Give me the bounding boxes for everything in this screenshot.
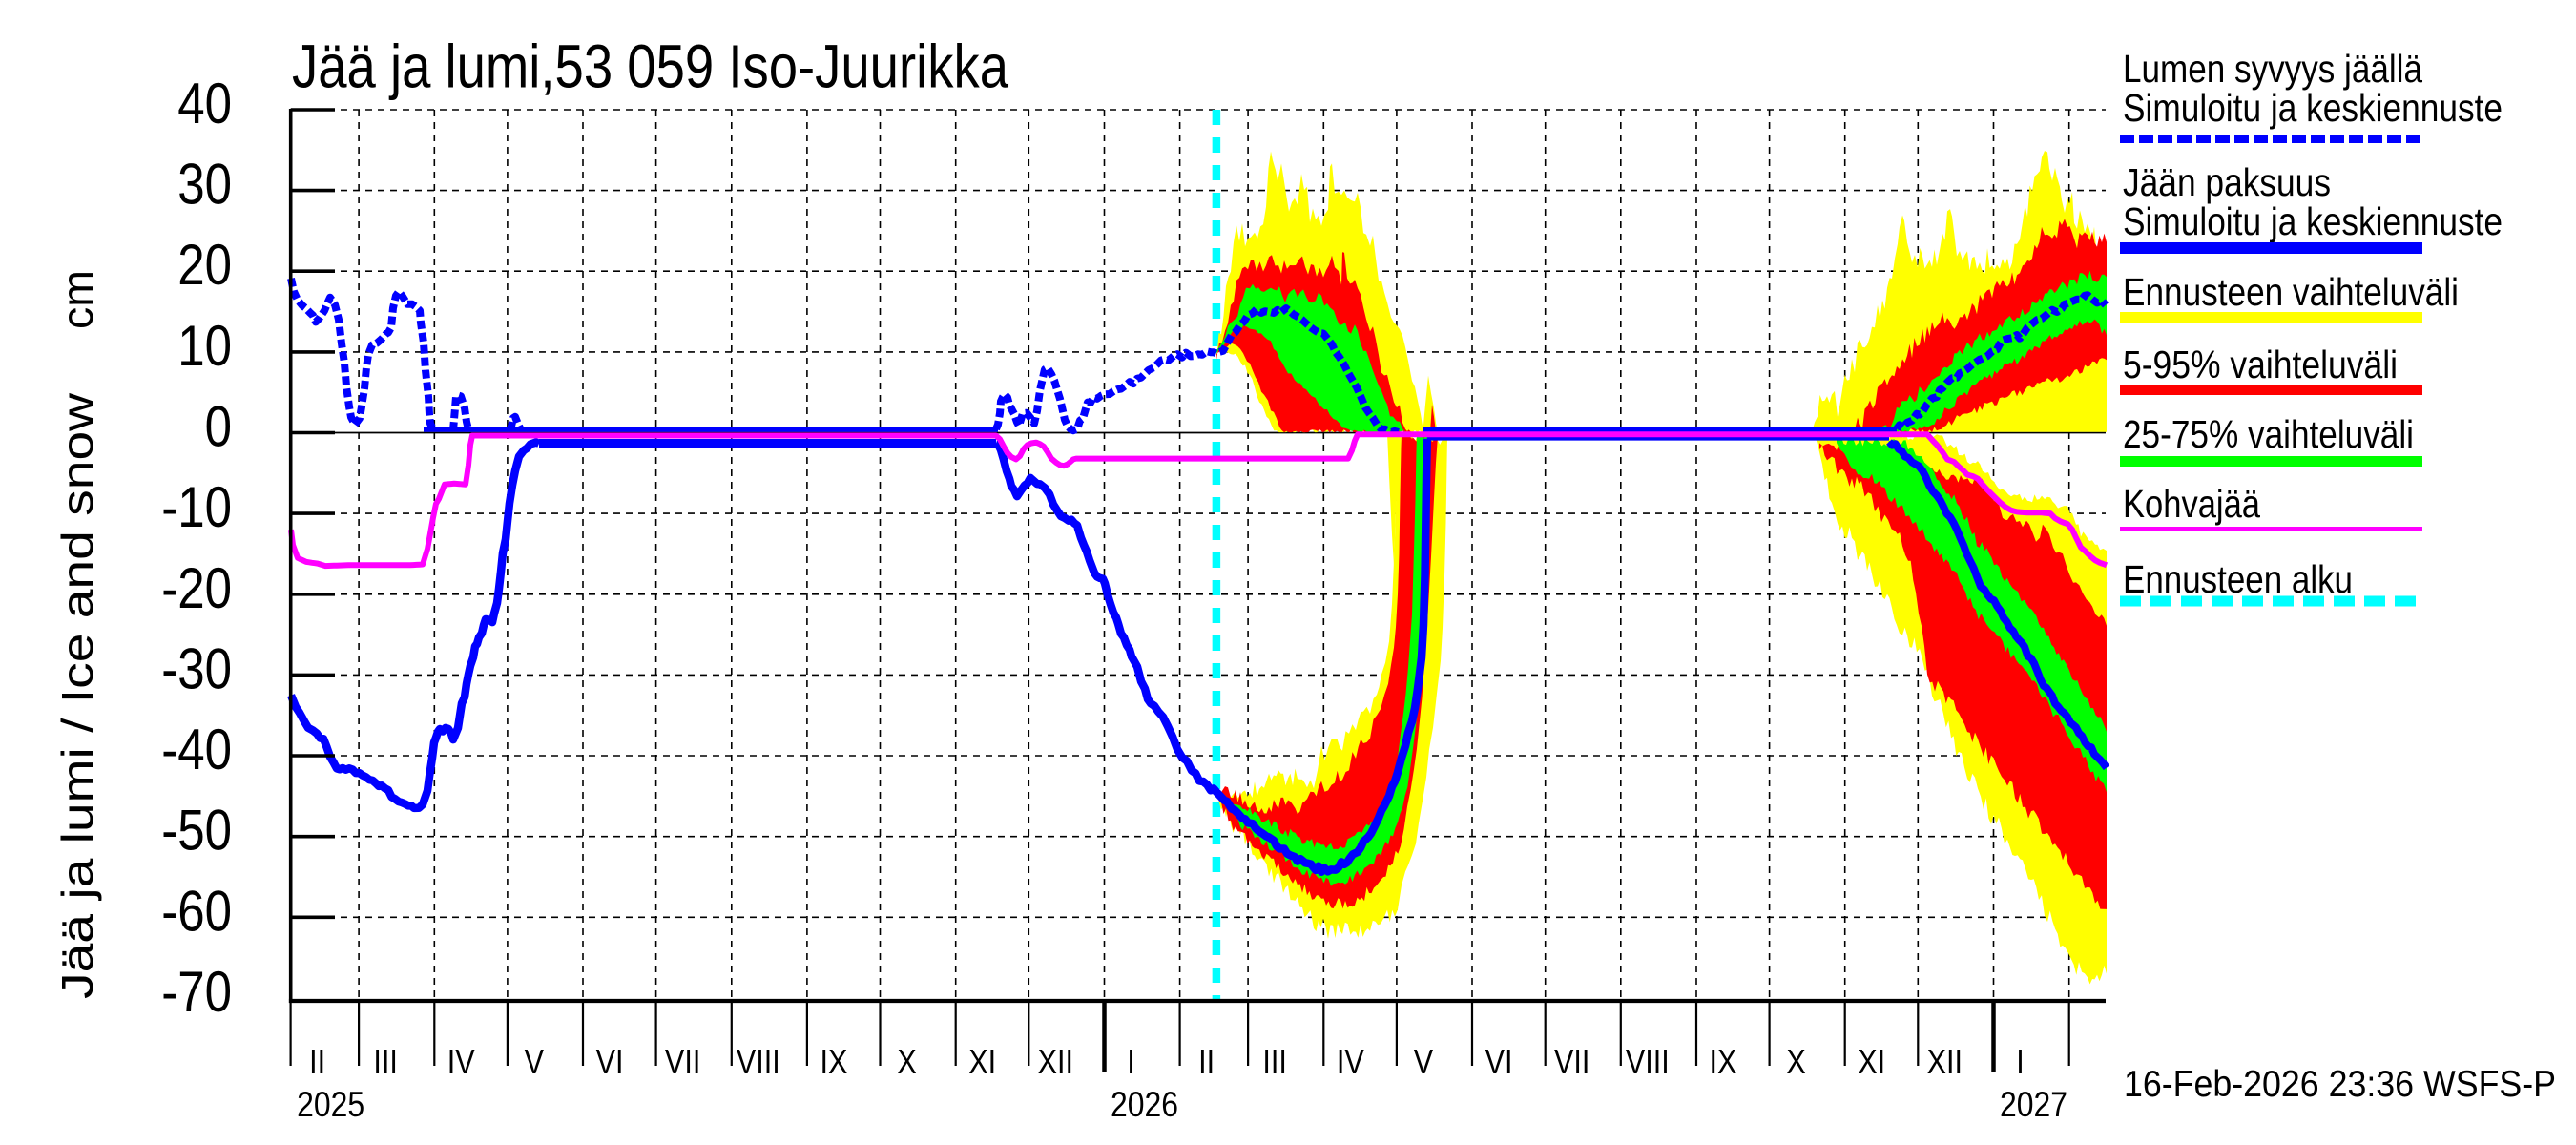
svg-text:I: I: [2016, 1042, 2025, 1081]
svg-text:2027: 2027: [2000, 1084, 2067, 1124]
svg-text:-20: -20: [161, 556, 232, 620]
svg-text:IX: IX: [1710, 1042, 1737, 1081]
svg-text:XI: XI: [968, 1042, 996, 1081]
svg-text:10: 10: [177, 314, 232, 378]
svg-text:Kohvajää: Kohvajää: [2123, 482, 2260, 526]
svg-text:2025: 2025: [297, 1084, 364, 1124]
svg-text:Ennusteen vaihteluväli: Ennusteen vaihteluväli: [2123, 270, 2459, 314]
svg-text:X: X: [1786, 1042, 1805, 1081]
svg-text:XII: XII: [1927, 1042, 1963, 1081]
svg-text:VIII: VIII: [737, 1042, 780, 1081]
svg-text:III: III: [373, 1042, 398, 1081]
svg-text:VI: VI: [1485, 1042, 1513, 1081]
svg-text:XII: XII: [1038, 1042, 1073, 1081]
svg-text:V: V: [525, 1042, 544, 1081]
svg-text:V: V: [1414, 1042, 1433, 1081]
svg-text:40: 40: [177, 72, 232, 135]
svg-text:III: III: [1262, 1042, 1287, 1081]
svg-text:I: I: [1127, 1042, 1135, 1081]
svg-text:IV: IV: [1337, 1042, 1364, 1081]
svg-text:-30: -30: [161, 636, 232, 700]
svg-text:IX: IX: [820, 1042, 847, 1081]
svg-text:30: 30: [177, 153, 232, 217]
svg-text:5-95% vaihteluväli: 5-95% vaihteluväli: [2123, 343, 2398, 386]
svg-text:VIII: VIII: [1626, 1042, 1670, 1081]
svg-text:cm: cm: [52, 270, 102, 329]
svg-text:-60: -60: [161, 879, 232, 943]
svg-text:Jää ja lumi / Ice and snow: Jää ja lumi / Ice and snow: [52, 392, 102, 999]
svg-text:VI: VI: [596, 1042, 624, 1081]
svg-text:Ennusteen alku: Ennusteen alku: [2123, 557, 2353, 601]
svg-text:II: II: [1198, 1042, 1215, 1081]
svg-text:16-Feb-2026 23:36 WSFS-P: 16-Feb-2026 23:36 WSFS-P: [2124, 1064, 2556, 1105]
svg-text:-40: -40: [161, 718, 232, 781]
svg-text:-50: -50: [161, 799, 232, 863]
svg-text:Lumen syvyys jäällä: Lumen syvyys jäällä: [2123, 47, 2422, 91]
svg-text:25-75% vaihteluväli: 25-75% vaihteluväli: [2123, 412, 2414, 456]
svg-text:20: 20: [177, 233, 232, 297]
svg-text:II: II: [309, 1042, 325, 1081]
svg-text:-70: -70: [161, 960, 232, 1024]
svg-text:2026: 2026: [1111, 1084, 1178, 1124]
svg-text:VII: VII: [665, 1042, 700, 1081]
svg-text:IV: IV: [447, 1042, 475, 1081]
svg-text:Simuloitu ja keskiennuste: Simuloitu ja keskiennuste: [2123, 199, 2503, 243]
svg-text:Jää ja lumi,53 059 Iso-Juurikk: Jää ja lumi,53 059 Iso-Juurikka: [292, 32, 1008, 101]
svg-text:Simuloitu ja keskiennuste: Simuloitu ja keskiennuste: [2123, 86, 2503, 130]
svg-text:-10: -10: [161, 475, 232, 539]
svg-text:VII: VII: [1554, 1042, 1589, 1081]
svg-text:0: 0: [205, 395, 232, 459]
svg-text:XI: XI: [1858, 1042, 1885, 1081]
svg-text:X: X: [897, 1042, 916, 1081]
svg-text:Jään paksuus: Jään paksuus: [2123, 160, 2331, 204]
